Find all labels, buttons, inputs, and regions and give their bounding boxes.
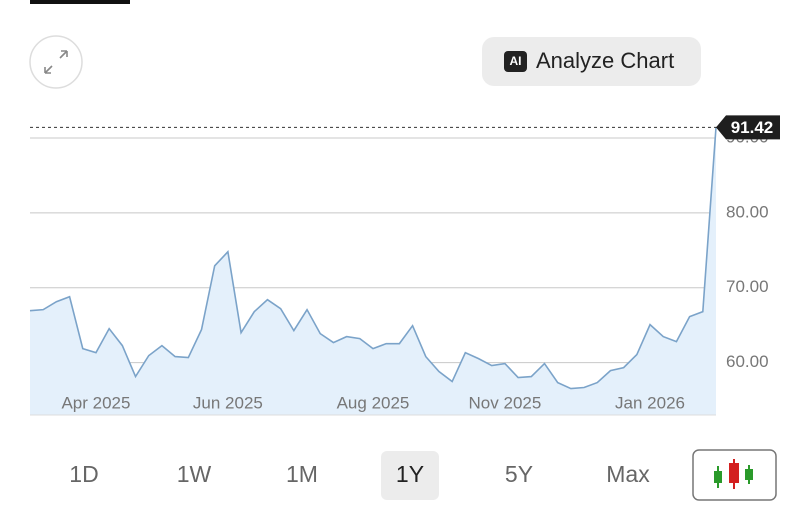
candle [745,469,753,480]
range-button[interactable]: 1M [286,461,318,487]
ai-badge-bg [504,51,527,72]
expand-button[interactable] [29,35,83,89]
price-line [29,127,717,390]
expand-circle [29,35,83,89]
area [30,127,716,415]
tab-underline [30,0,130,4]
analyze-bg [482,37,701,86]
y-tick-label: 80.00 [726,202,769,221]
x-tick-label: Jun 2025 [193,393,263,412]
x-tick-label: Apr 2025 [61,393,130,412]
ai-badge: AI [510,54,522,68]
x-tick-label: Nov 2025 [469,393,542,412]
range-button[interactable]: 1W [177,461,212,487]
y-tick-label: 70.00 [726,277,769,296]
analyze-button[interactable]: AI Analyze Chart [482,37,701,86]
x-tick-label: Jan 2026 [615,393,685,412]
range-button[interactable]: Max [606,461,650,487]
last-price-tag [716,115,780,140]
range-button[interactable]: 5Y [505,461,533,487]
chart-type-toggle[interactable] [692,449,777,501]
range-selected-bg [381,451,439,500]
range-button[interactable]: 1Y [396,461,424,487]
x-tick-label: Aug 2025 [337,393,410,412]
analyze-label: Analyze Chart [536,48,674,73]
range-button[interactable]: 1D [69,461,98,487]
candle [729,463,739,483]
last-price-label: 91.42 [731,118,774,137]
expand-icon [44,50,68,74]
y-tick-label: 60.00 [726,352,769,371]
candle [714,471,722,483]
